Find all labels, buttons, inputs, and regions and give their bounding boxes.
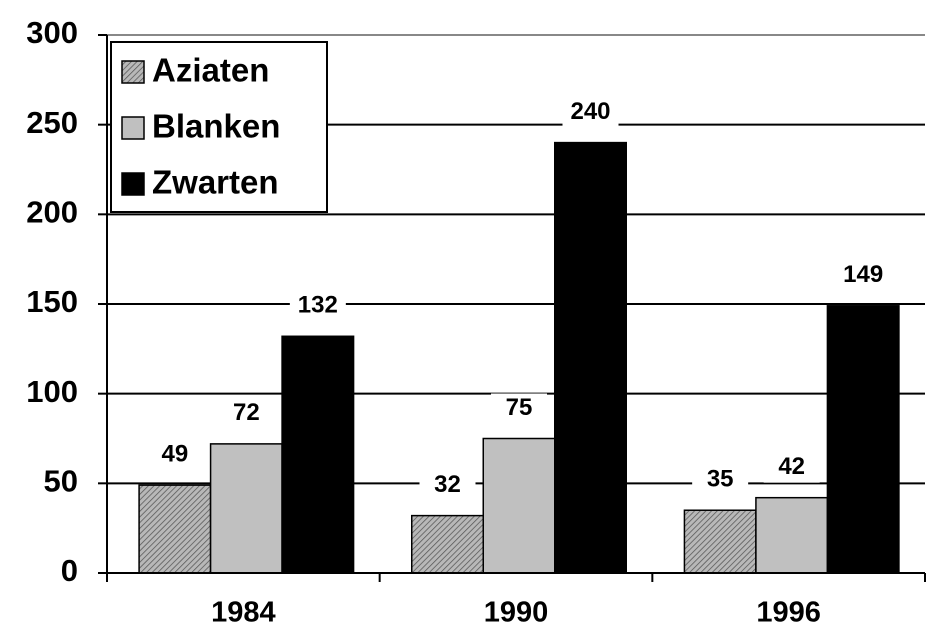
data-label-bg <box>562 97 619 128</box>
bar <box>411 514 484 574</box>
data-label: 132 <box>298 292 338 319</box>
data-label: 42 <box>778 453 805 480</box>
y-tick-label: 200 <box>26 195 78 230</box>
data-label-bg <box>289 291 346 322</box>
bar <box>281 335 355 574</box>
y-tick-label: 0 <box>61 553 78 588</box>
legend-swatch <box>121 60 145 84</box>
data-label-bg <box>692 465 749 496</box>
data-label: 32 <box>434 471 461 498</box>
y-tick-label: 150 <box>26 284 78 319</box>
bar <box>209 443 283 574</box>
data-label-bg <box>218 398 275 429</box>
x-tick-label: 1984 <box>211 597 276 629</box>
legend-label: Aziaten <box>152 52 269 89</box>
y-tick-label: 300 <box>26 15 78 50</box>
x-tick-label: 1990 <box>484 597 549 629</box>
data-label-bg <box>419 470 476 501</box>
legend-box <box>110 41 328 213</box>
data-label: 149 <box>843 261 883 288</box>
y-tick-label: 100 <box>26 374 78 409</box>
data-label: 35 <box>707 466 734 493</box>
bar <box>683 509 757 574</box>
data-label-bg <box>835 260 892 291</box>
data-label: 49 <box>161 440 188 467</box>
data-label: 72 <box>233 399 260 426</box>
bar <box>755 496 829 574</box>
legend-swatch <box>121 116 145 140</box>
y-tick-label: 250 <box>26 105 78 140</box>
data-label-bg <box>146 440 203 471</box>
data-label-bg <box>763 452 820 483</box>
bar <box>138 484 212 574</box>
legend-label: Zwarten <box>152 164 279 201</box>
bar <box>826 305 900 574</box>
data-label-bg <box>491 393 547 424</box>
bar <box>482 437 556 574</box>
x-tick-label: 1996 <box>756 597 821 629</box>
legend-label: Blanken <box>152 108 280 145</box>
data-label: 240 <box>570 98 610 125</box>
legend-swatch <box>121 172 145 196</box>
y-tick-label: 50 <box>44 464 78 499</box>
bar <box>554 141 627 574</box>
data-label: 75 <box>506 394 533 421</box>
